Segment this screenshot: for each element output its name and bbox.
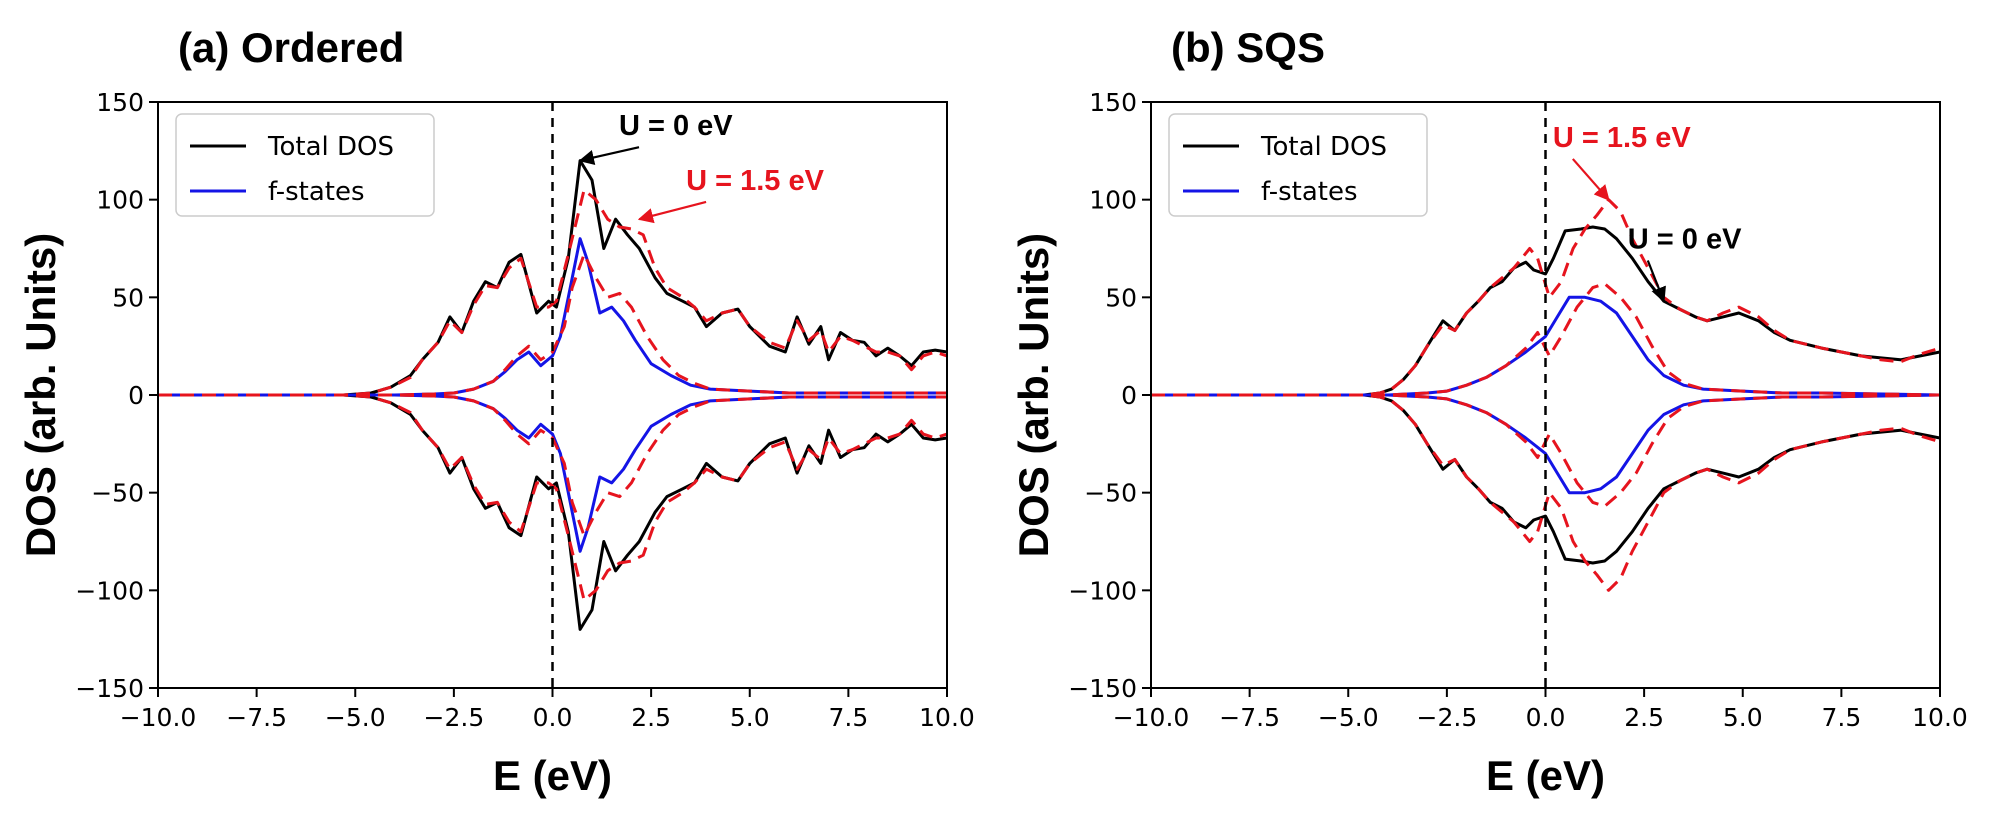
panel-a: (a) Ordered −10.0 −7.5 −5.0 −2.5 0.0 2.5 5.0 7.5… [17,24,975,799]
series-line-f-states-u1p5-down [158,393,947,538]
x-tick-label: 2.5 [631,703,671,732]
x-tick-label: −10.0 [1113,703,1190,732]
x-axis-label: E (eV) [1486,752,1605,799]
x-tick-label: 7.5 [828,703,868,732]
y-tick-label: 0 [1121,381,1137,410]
series-group [158,159,947,631]
y-tick-label: 150 [1089,88,1137,117]
series-line-f-states-u1p5-up [1151,282,1940,397]
annotation-label: U = 1.5 eV [686,165,824,197]
annotation-label: U = 0 eV [1628,224,1742,256]
x-tick-label: 0.0 [1526,703,1566,732]
y-tick-label: 50 [112,283,144,312]
series-line-total-dos-u1p5-down [1151,393,1940,592]
x-tick-label: −7.5 [226,703,287,732]
x-tick-label: 10.0 [919,703,975,732]
panel-b: (b) SQS −10.0 −7.5 −5.0 −2.5 0.0 2.5 5.0 7.5 10.0… [1010,24,1968,799]
y-tick-label: −50 [1084,479,1137,508]
y-tick-label: −150 [1068,674,1137,703]
x-tick-label: 7.5 [1821,703,1861,732]
legend: Total DOS f-states [175,113,435,217]
legend: Total DOS f-states [1168,113,1428,217]
panel-title: (b) SQS [1171,24,1325,71]
x-tick-label: 5.0 [730,703,770,732]
y-axis-label: DOS (arb. Units) [1010,233,1057,557]
series-line-total-dos-u1p5-up [158,188,947,397]
x-tick-label: −7.5 [1219,703,1280,732]
y-tick-label: −100 [1068,576,1137,605]
x-tick-label: −2.5 [1417,703,1478,732]
y-tick-label: −150 [75,674,144,703]
series-line-f-states-u1p5-down [1151,393,1940,508]
y-tick-label: 150 [96,88,144,117]
x-tick-label: 10.0 [1912,703,1968,732]
panel-title: (a) Ordered [178,24,404,71]
annotation-arrow [1646,260,1666,303]
y-tick-label: 50 [1105,283,1137,312]
y-axis-label: DOS (arb. Units) [17,233,64,557]
annotation-arrow [637,200,707,224]
y-tick-label: 100 [96,186,144,215]
x-tick-label: 2.5 [1624,703,1664,732]
x-tick-label: 5.0 [1723,703,1763,732]
x-tick-label: −5.0 [1318,703,1379,732]
legend-label-f-states: f-states [1261,177,1358,207]
y-tick-label: 100 [1089,186,1137,215]
legend-label-f-states: f-states [268,177,365,207]
series-line-total-dos-u1p5-up [1151,198,1940,397]
legend-label-total-dos: Total DOS [267,132,394,162]
series-line-total-dos-u0-up [1151,225,1940,397]
series-group [1151,198,1940,592]
y-tick-label: −100 [75,576,144,605]
y-tick-label: 0 [128,381,144,410]
x-tick-label: −10.0 [120,703,197,732]
series-line-total-dos-u1p5-down [158,393,947,602]
y-tick-label: −50 [91,479,144,508]
x-axis-label: E (eV) [493,752,612,799]
x-tick-label: 0.0 [533,703,573,732]
annotation-label: U = 0 eV [619,110,733,142]
legend-label-total-dos: Total DOS [1260,132,1387,162]
x-tick-label: −5.0 [325,703,386,732]
series-line-total-dos-u0-down [1151,393,1940,565]
series-line-f-states-u1p5-up [158,252,947,397]
x-tick-label: −2.5 [424,703,485,732]
annotation-label: U = 1.5 eV [1553,122,1691,154]
annotation-arrow [578,146,640,166]
annotation-arrow [1572,158,1610,201]
